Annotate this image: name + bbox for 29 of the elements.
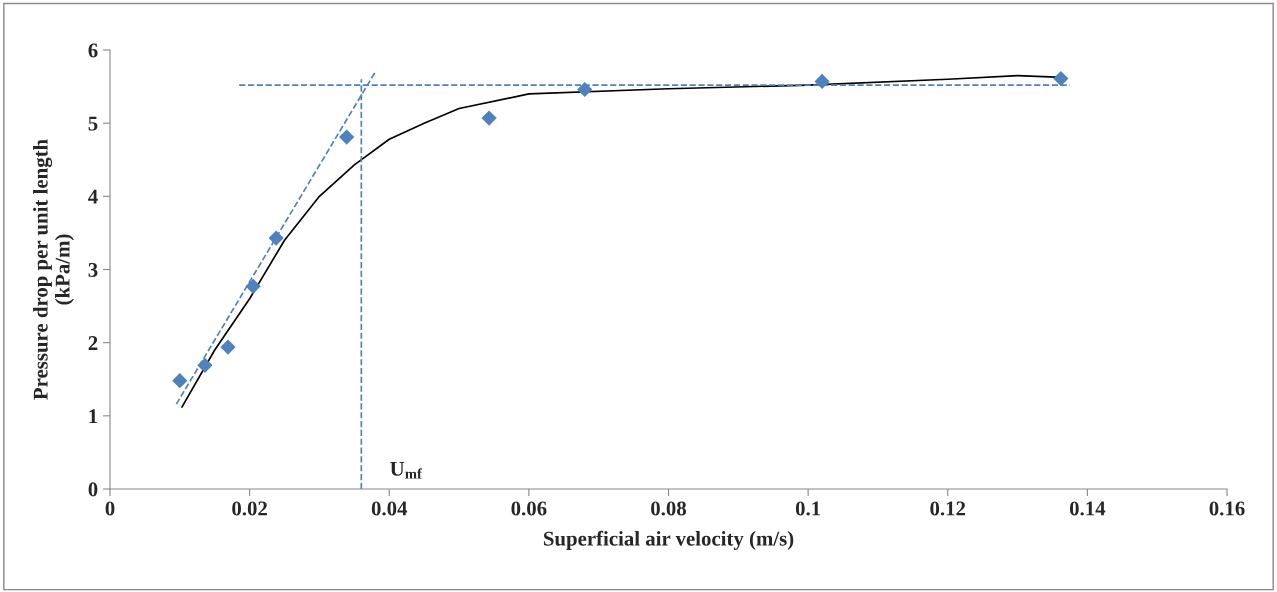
x-tick-label: 0.14	[1069, 501, 1106, 516]
y-tick-label: 0	[88, 482, 98, 497]
y-tick-label: 3	[88, 262, 98, 277]
point	[814, 73, 830, 90]
x-tick-label: 0.06	[511, 501, 547, 516]
y-tick-label: 5	[88, 116, 98, 131]
y-axis-title: Pressure drop per unit length (kPa/m)	[33, 139, 74, 400]
point	[245, 278, 261, 294]
annotation: U$_{mf}$	[390, 462, 423, 479]
x-tick-label: 0.16	[1209, 501, 1245, 516]
y-tick-label: 1	[89, 409, 98, 424]
x-tick-label: 0.1	[795, 501, 821, 516]
point	[1053, 70, 1069, 87]
point	[197, 357, 213, 373]
point	[577, 81, 593, 98]
x-tick-label: 0.08	[651, 501, 687, 516]
x-axis-title: Superficial air velocity (m/s)	[543, 530, 794, 550]
x-tick-label: 0.02	[232, 501, 267, 516]
point	[268, 230, 284, 246]
x-tick-label: 0.12	[930, 501, 966, 516]
y-tick-label: 4	[88, 189, 98, 204]
x-tick-label: 0	[105, 501, 115, 516]
point	[481, 110, 497, 126]
x-tick-label: 0.04	[371, 501, 408, 516]
y-tick-label: 2	[88, 336, 98, 350]
point	[220, 339, 236, 355]
y-tick-label: 6	[88, 43, 98, 58]
point	[172, 373, 188, 389]
point	[339, 129, 355, 145]
